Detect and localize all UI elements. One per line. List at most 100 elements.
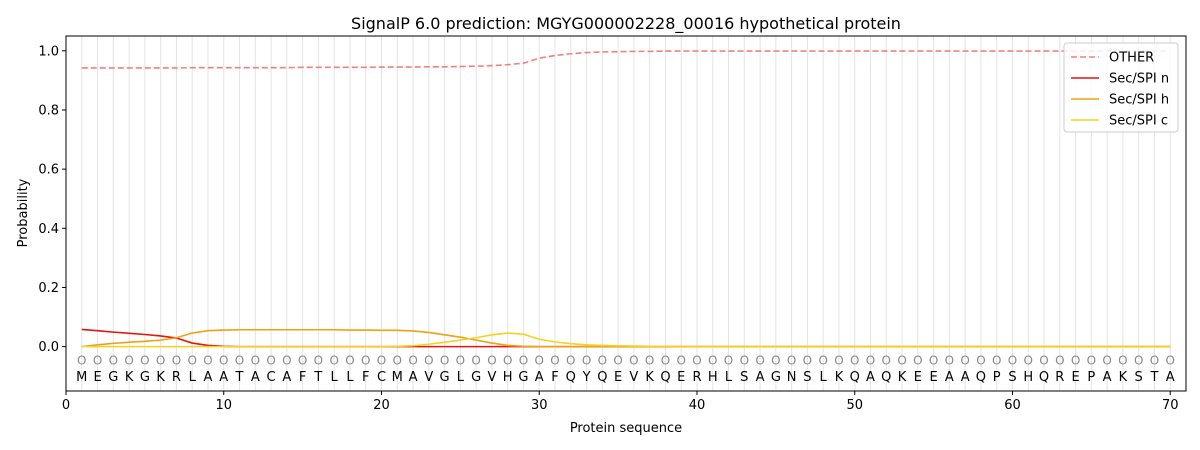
predicted-label: O <box>282 353 291 367</box>
predicted-label: O <box>298 353 307 367</box>
predicted-label: O <box>1165 353 1174 367</box>
predicted-label: O <box>960 353 969 367</box>
predicted-label: O <box>77 353 86 367</box>
sequence-residue: M <box>392 370 403 385</box>
y-tick-label: 0.4 <box>38 222 59 237</box>
sequence-residue: Y <box>582 370 591 385</box>
sequence-residue: A <box>945 370 954 385</box>
sequence-residue: S <box>1008 370 1016 385</box>
predicted-label: O <box>93 353 102 367</box>
series-line-sec-spi-c <box>81 332 1171 348</box>
sequence-residue: K <box>835 370 844 385</box>
sequence-residue: L <box>725 370 733 385</box>
sequence-residue: S <box>740 370 748 385</box>
predicted-label: O <box>1118 353 1127 367</box>
sequence-residue: E <box>677 370 685 385</box>
predicted-label: O <box>613 353 622 367</box>
sequence-residue: A <box>756 370 765 385</box>
predicted-label: O <box>361 353 370 367</box>
sequence-residue: G <box>440 370 450 385</box>
sequence-residue: K <box>156 370 165 385</box>
predicted-label: O <box>629 353 638 367</box>
sequence-residue: G <box>771 370 781 385</box>
predicted-label: O <box>235 353 244 367</box>
y-tick-label: 0.6 <box>38 163 59 178</box>
predicted-label: O <box>645 353 654 367</box>
predicted-label: O <box>345 353 354 367</box>
sequence-residue: G <box>471 370 481 385</box>
predicted-label: O <box>203 353 212 367</box>
sequence-residue: E <box>614 370 622 385</box>
predicted-label: O <box>818 353 827 367</box>
sequence-residue: A <box>1103 370 1112 385</box>
predicted-label: O <box>1039 353 1048 367</box>
sequence-residue: E <box>914 370 922 385</box>
y-axis-label: Probability <box>16 178 31 247</box>
sequence-residue: H <box>1023 370 1033 385</box>
predicted-label: O <box>566 353 575 367</box>
x-axis-ticks: 0 10 20 30 40 50 60 70 <box>62 391 1179 413</box>
sequence-residue: T <box>235 370 244 385</box>
series-line-other <box>81 50 1171 69</box>
sequence-residue: N <box>787 370 797 385</box>
predicted-label: O <box>866 353 875 367</box>
sequence-residue: Q <box>850 370 860 385</box>
sequence-residue: R <box>1055 370 1064 385</box>
sequence-residue: R <box>172 370 181 385</box>
predicted-label: O <box>140 353 149 367</box>
plot-frame <box>65 35 1187 392</box>
predicted-label: O <box>913 353 922 367</box>
sequence-residue: L <box>189 370 197 385</box>
sequence-residue: Q <box>597 370 607 385</box>
predicted-label: O <box>314 353 323 367</box>
x-tick-label: 0 <box>62 398 70 413</box>
predicted-label: O <box>124 353 133 367</box>
chart-title: SignalP 6.0 prediction: MGYG000002228_00… <box>351 14 901 34</box>
predicted-label: O <box>393 353 402 367</box>
predicted-label: O <box>976 353 985 367</box>
sequence-residue: F <box>299 370 306 385</box>
predicted-label: O <box>676 353 685 367</box>
sequence-residue: F <box>362 370 369 385</box>
predicted-label: O <box>582 353 591 367</box>
predicted-label: O <box>440 353 449 367</box>
sequence-residue: T <box>1149 370 1158 385</box>
legend-box <box>1063 42 1179 133</box>
x-tick-label: 30 <box>531 398 548 413</box>
predicted-label: O <box>708 353 717 367</box>
y-tick-label: 0.2 <box>38 281 59 296</box>
predicted-label: O <box>408 353 417 367</box>
predicted-label: O <box>471 353 480 367</box>
sequence-residue: L <box>457 370 465 385</box>
sequence-residue: C <box>267 370 276 385</box>
sequence-residue: E <box>929 370 937 385</box>
predicted-label: O <box>992 353 1001 367</box>
predicted-label: O <box>1150 353 1159 367</box>
sequence-residue: C <box>377 370 386 385</box>
predicted-label: O <box>692 353 701 367</box>
predicted-label: O <box>771 353 780 367</box>
sequence-residue: P <box>993 370 1001 385</box>
predicted-label: O <box>187 353 196 367</box>
sequence-residue: A <box>866 370 875 385</box>
sequence-residue: H <box>708 370 718 385</box>
x-tick-label: 10 <box>215 398 232 413</box>
legend: OTHER Sec/SPI n Sec/SPI h Sec/SPI c <box>1063 42 1179 133</box>
x-tick-label: 70 <box>1162 398 1179 413</box>
predicted-label: O <box>787 353 796 367</box>
predicted-label: O <box>503 353 512 367</box>
predicted-label: O <box>755 353 764 367</box>
predicted-label: O <box>598 353 607 367</box>
vertical-gridlines <box>81 36 1171 391</box>
series-layer <box>81 50 1171 348</box>
predicted-label: O <box>219 353 228 367</box>
legend-entry-label: OTHER <box>1109 51 1154 66</box>
sequence-residue: A <box>1166 370 1175 385</box>
sequence-residue: Q <box>566 370 576 385</box>
sequence-residue: S <box>803 370 811 385</box>
predicted-label: O <box>156 353 165 367</box>
predicted-label: O <box>661 353 670 367</box>
x-axis-label: Protein sequence <box>570 421 682 436</box>
sequence-residue: V <box>424 370 433 385</box>
